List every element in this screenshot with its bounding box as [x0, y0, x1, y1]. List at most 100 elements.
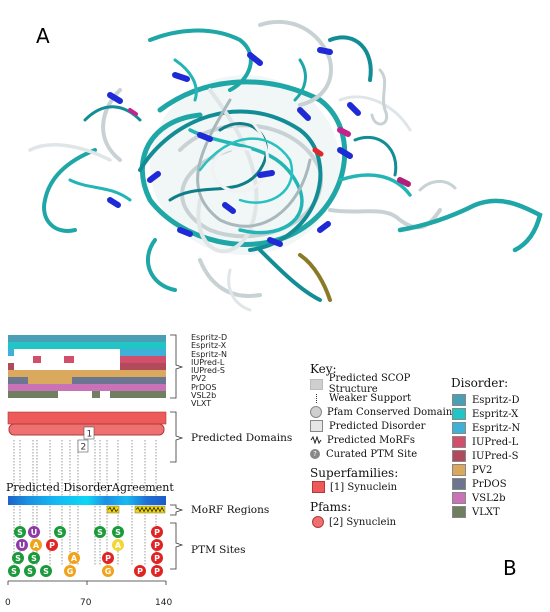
disorder-swatch-icon	[452, 394, 466, 406]
label-iupred-l: IUPred-L	[191, 357, 225, 367]
ptm-glyph: P	[154, 528, 160, 537]
ptm-glyph: P	[154, 567, 160, 576]
disorder-legend-label: Espritz-N	[472, 422, 521, 434]
disorder-square-icon	[310, 420, 323, 432]
key-legend: Key:	[310, 362, 337, 376]
ptm-glyph: P	[49, 541, 55, 550]
label-espritz-n: Espritz-N	[191, 349, 228, 359]
ptm-glyph: S	[57, 528, 63, 537]
ptm-glyph: A	[33, 541, 40, 550]
disorder-swatch-icon	[452, 436, 466, 448]
key-item-disorder: Predicted Disorder	[310, 419, 460, 433]
ptm-glyph: A	[71, 554, 78, 563]
ptm-glyph-layer: S U S S S P U A P A P S S A P P S S S G …	[8, 526, 163, 577]
disorder-legend: Espritz-D Espritz-X Espritz-N IUPred-L IUPre…	[452, 393, 547, 519]
domain-marker-2: 2	[81, 443, 87, 453]
ptm-glyph: P	[105, 554, 111, 563]
ptm-glyph: G	[105, 567, 112, 576]
disorder-legend-label: PV2	[472, 464, 493, 476]
label-predicted-domains: Predicted Domains	[191, 432, 293, 444]
key-title: Key:	[310, 362, 337, 376]
domain-marker-1: 1	[87, 430, 93, 440]
ptm-glyph: P	[154, 541, 160, 550]
ptm-glyph: S	[31, 554, 37, 563]
disorder-legend-label: Espritz-D	[472, 394, 520, 406]
disorder-legend-item: Espritz-X	[452, 407, 547, 421]
disorder-legend-label: IUPred-S	[472, 450, 519, 462]
label-pv2: PV2	[191, 374, 207, 384]
disorder-swatch-icon	[452, 478, 466, 490]
ptm-glyph: U	[31, 528, 38, 537]
dotted-line-icon	[316, 393, 328, 403]
disorder-legend-item: PV2	[452, 463, 547, 477]
disorder-swatch-icon	[452, 464, 466, 476]
pfam-circle-icon	[310, 406, 322, 418]
ptm-glyph: P	[137, 567, 143, 576]
ptm-glyph: S	[97, 528, 103, 537]
label-vsl2b: VSL2b	[191, 391, 217, 401]
ptm-glyph: S	[27, 567, 33, 576]
key-item-weaker: Weaker Support	[310, 391, 460, 405]
ptm-glyph: G	[67, 567, 74, 576]
outer-loops	[28, 19, 543, 312]
axis-tick-140: 140	[155, 598, 173, 608]
morf-wave-icon	[310, 436, 322, 444]
disorder-legend-item: PrDOS	[452, 477, 547, 491]
key-item-pfam: Pfam Conserved Domain	[310, 405, 460, 419]
disorder-legend-item: Espritz-D	[452, 393, 547, 407]
key-items: Predicted SCOP Structure Weaker Support …	[310, 373, 460, 461]
disorder-legend-item: VSL2b	[452, 491, 547, 505]
lower-tracks: 1 2	[7, 411, 184, 585]
ptm-glyph: S	[115, 528, 121, 537]
label-consensus: Predicted DisorderAgreement	[6, 481, 174, 494]
key-item-scop: Predicted SCOP Structure	[310, 373, 460, 395]
disorder-legend-title: Disorder:	[451, 376, 509, 390]
axis-tick-70: 70	[80, 598, 92, 608]
question-circle-icon: ?	[310, 449, 320, 459]
ptm-glyph: A	[115, 541, 122, 550]
predictor-labels: Espritz-D Espritz-X Espritz-N IUPred-L I…	[191, 333, 228, 409]
label-espritz-d: Espritz-D	[191, 333, 228, 342]
panel-a-letter: A	[36, 24, 50, 48]
disorder-swatch-icon	[452, 492, 466, 504]
label-espritz-x: Espritz-X	[191, 341, 227, 351]
disorder-legend-item: Espritz-N	[452, 421, 547, 435]
ptm-glyph: U	[19, 541, 26, 550]
disorder-legend-item: IUPred-L	[452, 435, 547, 449]
panel-b-letter: B	[503, 556, 517, 580]
disorder-swatch-icon	[452, 450, 466, 462]
superfamilies-title: Superfamilies:	[310, 466, 399, 480]
pfam-item: [2] Synuclein	[312, 516, 396, 528]
pfam-swatch-icon	[312, 516, 324, 528]
ptm-glyph: S	[15, 554, 21, 563]
disorder-legend-item: IUPred-S	[452, 449, 547, 463]
disorder-legend-label: Espritz-X	[472, 408, 519, 420]
label-morf-regions: MoRF Regions	[191, 504, 270, 516]
disorder-legend-label: PrDOS	[472, 478, 507, 490]
disorder-swatch-icon	[452, 506, 466, 518]
label-iupred-s: IUPred-S	[191, 366, 225, 376]
pfams-title: Pfams:	[310, 500, 352, 514]
label-prdos: PrDOS	[191, 382, 217, 392]
disorder-legend-label: IUPred-L	[472, 436, 519, 448]
label-ptm-sites: PTM Sites	[191, 544, 246, 556]
ptm-glyph: S	[17, 528, 23, 537]
superfamily-item: [1] Synuclein	[312, 481, 397, 493]
disorder-legend-item: VLXT	[452, 505, 547, 519]
disorder-legend-label: VLXT	[472, 506, 500, 518]
ptm-glyph: S	[43, 567, 49, 576]
axis-tick-0: 0	[5, 598, 11, 608]
disorder-legend-label: VSL2b	[472, 492, 506, 504]
disorder-swatch-icon	[452, 422, 466, 434]
label-vlxt: VLXT	[191, 399, 212, 409]
scop-swatch-icon	[310, 378, 323, 390]
core-tangle	[138, 75, 348, 255]
key-item-morf: Predicted MoRFs	[310, 433, 460, 447]
disorder-swatch-icon	[452, 408, 466, 420]
superfamily-swatch-icon	[312, 481, 325, 493]
predictor-tracks	[8, 334, 184, 399]
helices	[107, 47, 361, 247]
ptm-glyph: P	[154, 554, 160, 563]
morf-regions	[106, 505, 166, 514]
protein-structure-ensemble	[28, 19, 543, 312]
